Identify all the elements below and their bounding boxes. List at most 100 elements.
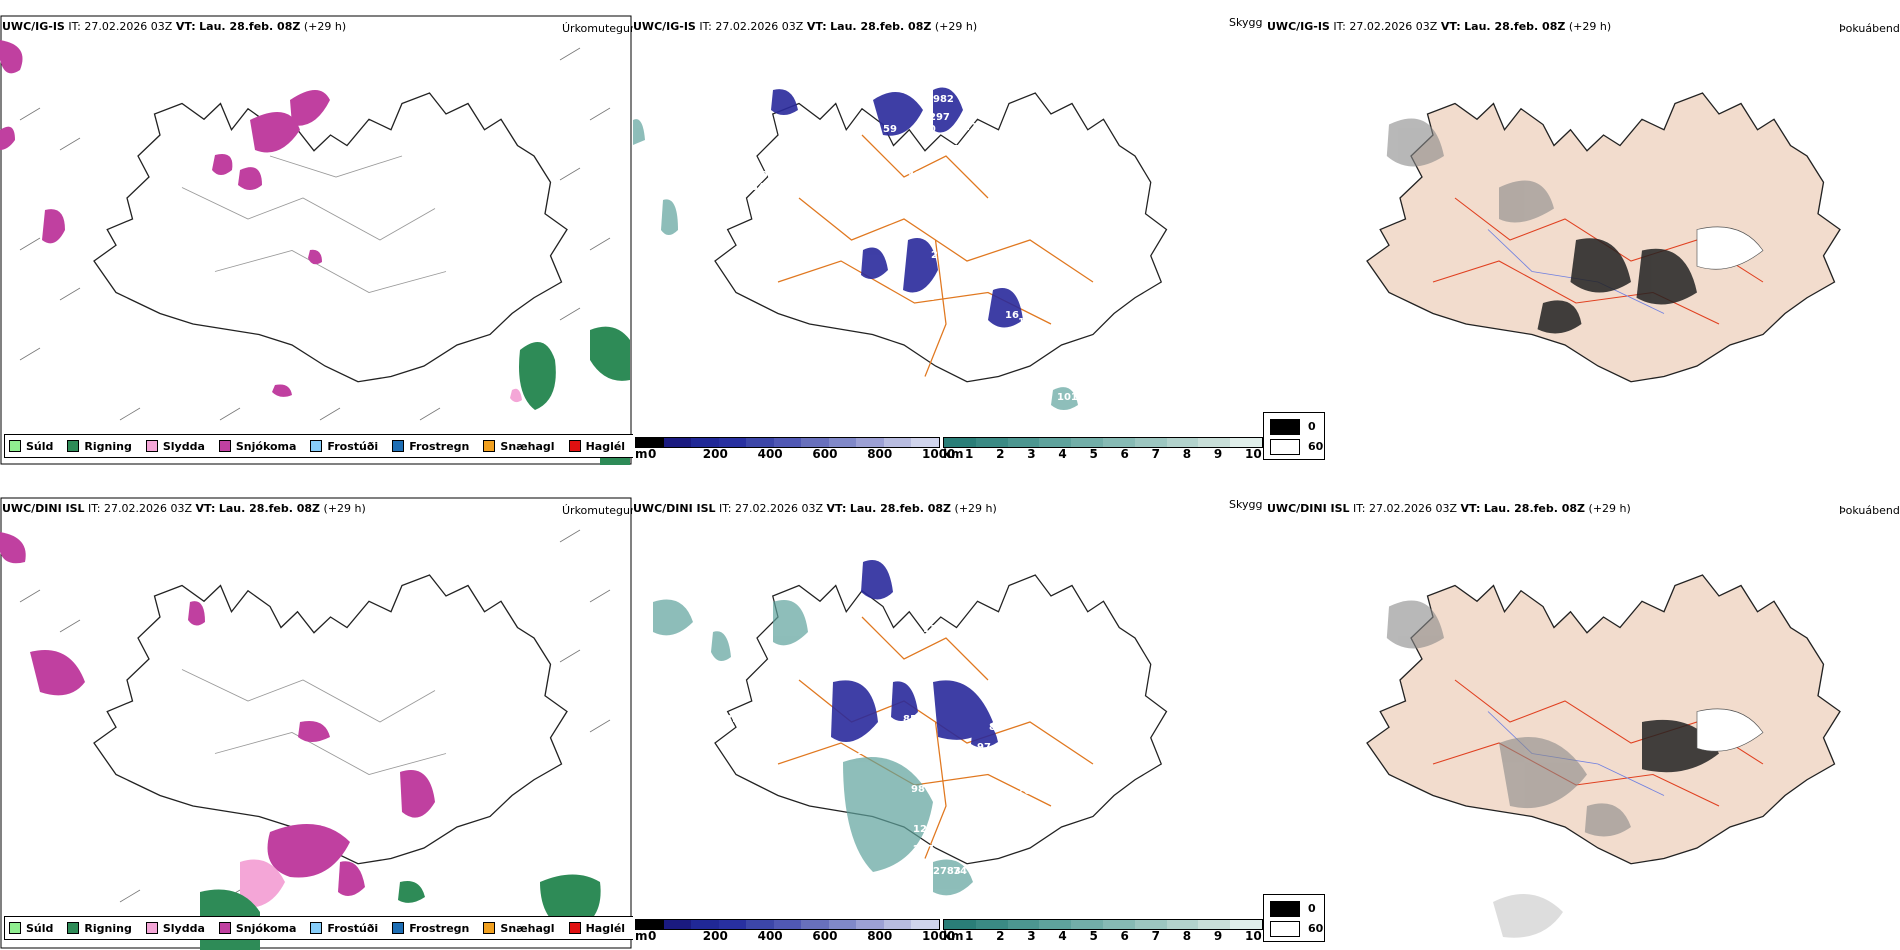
cloudbase-label: 228 — [901, 866, 922, 877]
legend-item: Frostúði — [310, 440, 378, 453]
colorbar-tick: 10 — [1245, 447, 1262, 461]
legend-swatch — [310, 440, 323, 452]
colorbar-tick: 1000 — [922, 447, 956, 461]
colorbar-tick: 0 — [648, 929, 657, 943]
legend-item: Snjókoma — [218, 440, 296, 453]
panel-title: Skyggni — [1229, 16, 1263, 29]
colorbar-tick: 1 — [965, 929, 974, 943]
legend-swatch — [67, 922, 80, 934]
colorbar-cell — [856, 920, 884, 929]
colorbar-cell — [773, 920, 802, 929]
legend-swatch — [9, 922, 21, 934]
legend-label: Snæhagl — [500, 921, 555, 935]
cloudbase-label: 11 — [1003, 264, 1017, 275]
fog-label: 60 — [1308, 440, 1324, 453]
colorbar-cell — [1102, 920, 1135, 929]
colorbar-unit: m — [635, 447, 648, 461]
colorbar-cell — [801, 920, 829, 929]
legend-swatch — [483, 440, 496, 452]
cloudbase-label: 313 — [883, 387, 904, 398]
legend-label: Snæhagl — [500, 439, 555, 453]
legend-swatch — [145, 922, 158, 934]
cloudbase-label: 98 — [911, 784, 925, 795]
colorbar-cell — [1230, 920, 1262, 929]
cloudbase-label: 345 — [751, 182, 772, 193]
colorbar-cell — [1134, 438, 1167, 447]
colorbar-tick: 1 — [965, 447, 974, 461]
colorbar-cell — [944, 920, 976, 929]
legend-item: Snæhagl — [483, 921, 555, 935]
legend-item: Frostregn — [392, 922, 469, 935]
colorbar-cell — [1198, 920, 1231, 929]
cloudbase-label: 73 — [1033, 304, 1047, 315]
legend-item: Slydda — [145, 921, 205, 935]
colorbar-cell — [911, 920, 940, 929]
fog-legend: 0 60 — [1263, 894, 1325, 942]
colorbar-cell — [773, 438, 802, 447]
legend-swatch — [67, 440, 80, 452]
cloudbase-label: 97 — [977, 742, 991, 753]
cloudbase-label: 150 — [915, 292, 936, 303]
cloudbase-label: 22 — [931, 250, 945, 261]
colorbar-cell — [883, 438, 912, 447]
colorbar-tick: 7 — [1151, 929, 1161, 943]
legend-item: Frostúði — [310, 922, 378, 935]
legend-label: Slydda — [162, 439, 205, 453]
colorbar-cell — [636, 438, 664, 447]
colorbar-tick: 800 — [867, 447, 893, 461]
legend-label: Súld — [26, 439, 54, 453]
legend-item: Rigning — [67, 440, 132, 453]
colorbar-cell — [801, 438, 829, 447]
colorbar-cell — [718, 920, 747, 929]
visibility-colorbar: km 1 2 3 4 5 6 7 8 9 10 — [943, 919, 1263, 943]
precip-legend: Súld Rigning Slydda Snjókoma Frostúði Frostre… — [4, 434, 633, 458]
panel-header: UWC/DINI ISL IT: 27.02.2026 03Z VT: Lau.… — [633, 502, 997, 515]
colorbar-tick: 200 — [702, 447, 728, 461]
cloudbase-label: 77 — [791, 186, 805, 197]
fog-panel-1: UWC/IG-IS IT: 27.02.2026 03Z VT: Lau. 28… — [1263, 0, 1900, 465]
fog-label: 60 — [1308, 922, 1324, 935]
cloudbase-label: 86 — [933, 604, 947, 615]
colorbar-cell — [746, 920, 774, 929]
fog-map — [1366, 92, 1841, 383]
cloudbase-label: 226 — [963, 122, 984, 133]
legend-label: Slydda — [162, 921, 205, 935]
colorbar-tick: 4 — [1058, 929, 1067, 943]
colorbar-tick: 8 — [1182, 447, 1192, 461]
legend-swatch — [310, 922, 323, 934]
panel-header: UWC/DINI ISL IT: 27.02.2026 03Z VT: Lau.… — [1267, 502, 1631, 515]
colorbar-unit: m — [635, 929, 648, 943]
fog-swatch — [1270, 419, 1300, 435]
cloudbase-label: 101 — [1057, 392, 1078, 403]
legend-item: Haglél — [568, 440, 625, 453]
colorbar-cell — [1071, 920, 1103, 929]
cloudbase-label: 237 — [913, 844, 934, 855]
colorbar-tick: 10 — [1245, 929, 1262, 943]
cloudbase-label: 59 — [883, 124, 897, 135]
colorbar-cell — [663, 920, 692, 929]
legend-swatch — [218, 440, 231, 452]
cloudbase-label: 118 — [923, 624, 944, 635]
precip-legend: Súld Rigning Slydda Snjókoma Frostúði Frostre… — [4, 916, 633, 940]
precip-type-panel-2: UWC/DINI ISL IT: 27.02.2026 03Z VT: Lau.… — [0, 482, 633, 950]
precip-type-panel-1: UWC/IG-IS IT: 27.02.2026 03Z VT: Lau. 28… — [0, 0, 633, 465]
colorbar-tick: 9 — [1213, 447, 1223, 461]
colorbar-cell — [828, 920, 857, 929]
colorbar-cell — [691, 438, 719, 447]
legend-item: Snjókoma — [218, 922, 296, 935]
colorbar-cell — [691, 920, 719, 929]
colorbar-cell — [856, 438, 884, 447]
legend-swatch — [568, 922, 581, 934]
visibility-colorbar: km 1 2 3 4 5 6 7 8 9 10 — [943, 437, 1263, 461]
legend-swatch — [145, 440, 158, 452]
legend-label: Haglél — [585, 921, 626, 935]
colorbar-tick: 600 — [812, 447, 838, 461]
colorbar-cell — [911, 438, 940, 447]
legend-label: Frostúði — [327, 439, 379, 453]
colorbar-unit: km — [943, 929, 964, 943]
cloudbase-label: 128 — [913, 824, 934, 835]
colorbar-tick: 3 — [1027, 929, 1036, 943]
fog-swatch — [1270, 901, 1300, 917]
panel-title: Úrkomutegund — [562, 22, 633, 35]
colorbar-cell — [1166, 920, 1199, 929]
